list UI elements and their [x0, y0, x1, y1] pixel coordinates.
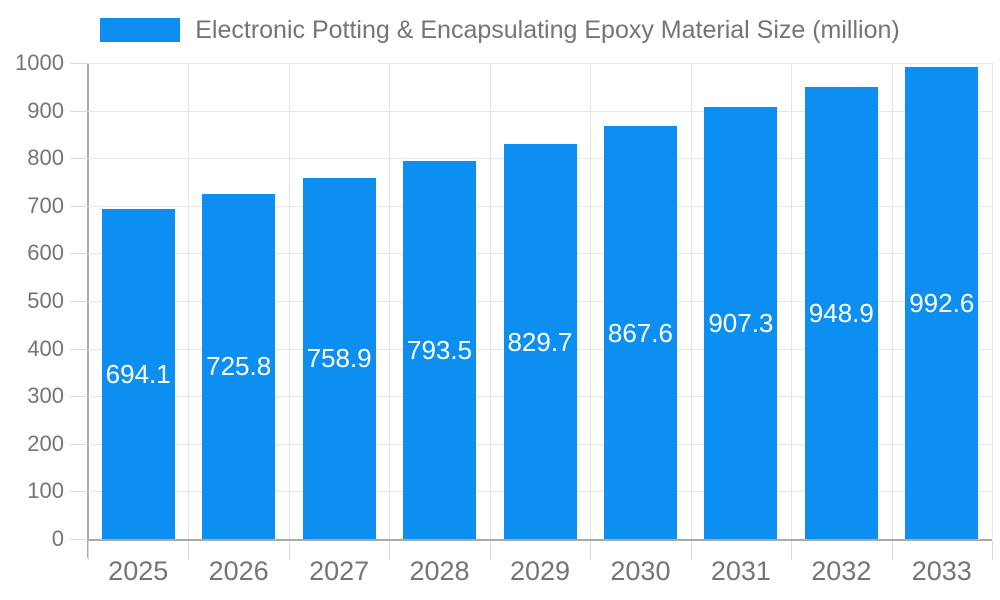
gridline-vertical	[188, 63, 190, 539]
y-axis-label: 200	[27, 430, 64, 456]
x-axis-tick	[992, 541, 993, 560]
bar-2033[interactable]: 992.6	[905, 66, 979, 539]
x-axis-tick	[690, 541, 692, 560]
gridline-vertical	[288, 63, 290, 539]
y-axis-label: 100	[27, 478, 64, 504]
x-axis-label: 2030	[610, 556, 671, 586]
y-axis-label: 500	[27, 288, 64, 313]
x-axis-tick	[590, 541, 592, 560]
x-axis-label: 2029	[509, 556, 571, 586]
y-axis-tick	[70, 491, 88, 493]
legend-item[interactable]: Electronic Potting & Encapsulating Epoxy…	[0, 16, 1000, 44]
x-axis-tick	[88, 541, 89, 560]
gridline-vertical	[389, 63, 391, 539]
bar-2031[interactable]: 907.3	[704, 107, 778, 539]
gridline-horizontal	[88, 110, 992, 112]
y-axis-tick	[70, 396, 88, 398]
x-axis-label: 2025	[108, 556, 169, 586]
bar-2025[interactable]: 694.1	[101, 208, 175, 539]
bar-value-label: 793.5	[407, 335, 473, 366]
y-axis-label: 700	[27, 192, 64, 218]
x-axis-label: 2028	[409, 556, 470, 586]
bar-2028[interactable]: 793.5	[403, 161, 477, 539]
gridline-vertical	[590, 63, 592, 539]
y-axis-tick	[70, 348, 88, 350]
bar-value-label: 694.1	[105, 358, 171, 389]
x-axis-label: 2031	[710, 556, 771, 586]
bar-value-label: 867.6	[607, 317, 673, 348]
y-axis-line	[87, 63, 89, 558]
x-axis-tick	[891, 541, 893, 560]
gridline-vertical	[992, 63, 993, 539]
x-axis-label: 2033	[911, 556, 972, 586]
y-axis-label: 800	[27, 145, 64, 171]
gridline-vertical	[891, 63, 893, 539]
bar-value-label: 992.6	[909, 287, 975, 318]
x-axis-tick	[489, 541, 491, 560]
gridline-vertical	[791, 63, 793, 539]
bar-2029[interactable]: 829.7	[503, 144, 577, 539]
y-axis-label: 600	[27, 240, 64, 266]
bar-2030[interactable]: 867.6	[603, 126, 677, 539]
y-axis-tick	[70, 63, 88, 64]
y-axis-tick	[70, 158, 88, 160]
gridline-vertical	[690, 63, 692, 539]
bar-value-label: 907.3	[708, 308, 774, 339]
x-axis-tick	[389, 541, 391, 560]
x-axis-tick	[188, 541, 190, 560]
legend-swatch	[100, 18, 181, 42]
gridline-vertical	[489, 63, 491, 539]
bar-2027[interactable]: 758.9	[302, 177, 376, 539]
bar-value-label: 948.9	[808, 298, 874, 329]
y-axis-tick	[70, 253, 88, 255]
bar-2032[interactable]: 948.9	[804, 87, 878, 539]
y-axis-tick	[70, 301, 88, 302]
y-axis-label: 300	[27, 383, 64, 409]
x-axis-label: 2027	[309, 556, 370, 586]
y-axis-tick	[70, 205, 88, 207]
y-axis-label: 1000	[15, 50, 64, 75]
x-axis-label: 2026	[208, 556, 269, 586]
x-axis-label: 2032	[811, 556, 872, 586]
bar-2026[interactable]: 725.8	[202, 193, 276, 539]
y-axis-tick	[70, 539, 88, 540]
y-axis-label: 900	[27, 97, 64, 123]
y-axis-label: 400	[27, 335, 64, 361]
plot-area: 694.1 725.8 758.9 793.5 829.7 867.6 907.3 948.9…	[88, 63, 993, 539]
y-axis-label: 0	[51, 526, 64, 551]
gridline-horizontal	[88, 63, 992, 64]
y-axis-tick	[70, 443, 88, 445]
chart-title: Electronic Potting & Encapsulating Epoxy…	[195, 16, 900, 44]
x-axis-line	[88, 539, 992, 541]
bar-value-label: 725.8	[206, 351, 272, 382]
x-axis-tick	[791, 541, 793, 560]
x-axis-tick	[288, 541, 290, 560]
bar-value-label: 758.9	[306, 343, 372, 374]
bar-value-label: 829.7	[507, 326, 573, 357]
y-axis-tick	[70, 110, 88, 112]
